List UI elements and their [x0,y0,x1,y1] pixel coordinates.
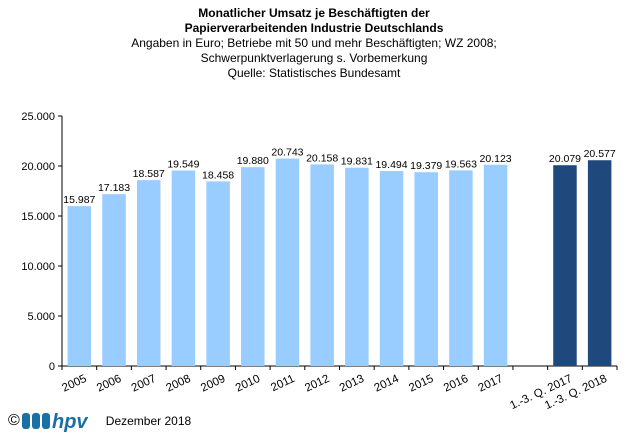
footer: © hpv Dezember 2018 [8,408,191,434]
x-tick-label: 2009 [199,373,227,395]
y-tick-label: 0 [49,361,55,373]
bar-2017 [483,164,508,366]
y-tick-label: 10.000 [21,261,55,273]
chart-subtitle-line-1: Angaben in Euro; Betriebe mit 50 und meh… [131,36,497,50]
data-label: 20.123 [480,153,512,165]
bar-2014 [379,171,404,366]
bar-2010 [241,167,265,366]
y-tick-label: 25.000 [21,111,55,123]
bar-2013 [345,167,369,366]
bar-2005 [67,206,92,366]
copyright-symbol: © [8,412,20,429]
bar-2016 [449,170,473,366]
chart-header: Monatlicher Umsatz je Beschäftigten der … [0,6,628,81]
bar-2009 [206,181,230,366]
x-tick-label: 2012 [303,373,331,395]
x-tick-label: 2006 [95,373,123,395]
chart-title-line-1: Monatlicher Umsatz je Beschäftigten der [198,6,430,20]
x-tick-label: 2008 [164,373,192,395]
data-label: 20.577 [584,148,616,160]
data-label: 20.158 [306,152,338,164]
y-tick-label: 20.000 [21,161,55,173]
data-label: 19.563 [445,158,477,170]
bar-2015 [414,172,438,366]
hpv-logo: hpv [21,409,98,433]
bar-2008 [171,170,196,366]
x-tick-label: 2011 [269,373,296,394]
data-label: 15.987 [63,194,95,206]
data-label: 20.743 [271,147,303,159]
bar-1.-3. Q. 2017 [553,165,577,366]
data-label: 18.458 [202,169,234,181]
hpv-logo-text: hpv [52,411,89,433]
data-label: 19.880 [237,155,269,167]
x-tick-label: 2010 [234,373,262,395]
bar-2006 [102,194,126,366]
x-tick-label: 2016 [442,373,470,395]
chart-title-line-2: Papierverarbeitenden Industrie Deutschla… [184,21,444,35]
bar-2012 [310,164,334,366]
x-tick-label: 2017 [477,373,505,395]
data-label: 20.079 [549,153,581,165]
hpv-logo-graphic: hpv [21,411,89,433]
data-label: 19.379 [410,160,442,172]
bar-2011 [275,158,300,366]
x-tick-label: 2014 [373,373,402,395]
x-tick-label: 2013 [338,373,366,395]
data-label: 18.587 [133,168,165,180]
chart-subtitle-line-2: Schwerpunktverlagerung s. Vorbemerkung [200,51,428,65]
data-label: 17.183 [98,182,130,194]
x-tick-label: 2007 [130,373,158,395]
data-label: 19.494 [375,159,407,171]
y-tick-label: 5.000 [27,311,55,323]
footer-date: Dezember 2018 [105,414,192,428]
data-label: 19.549 [167,159,199,171]
x-tick-label: 2005 [60,373,88,395]
y-tick-label: 15.000 [21,211,55,223]
x-tick-label: 2015 [407,373,435,395]
chart-source-line: Quelle: Statistisches Bundesamt [227,66,401,80]
data-label: 19.831 [341,156,373,168]
bar-2007 [136,180,161,366]
bar-1.-3. Q. 2018 [587,160,612,366]
